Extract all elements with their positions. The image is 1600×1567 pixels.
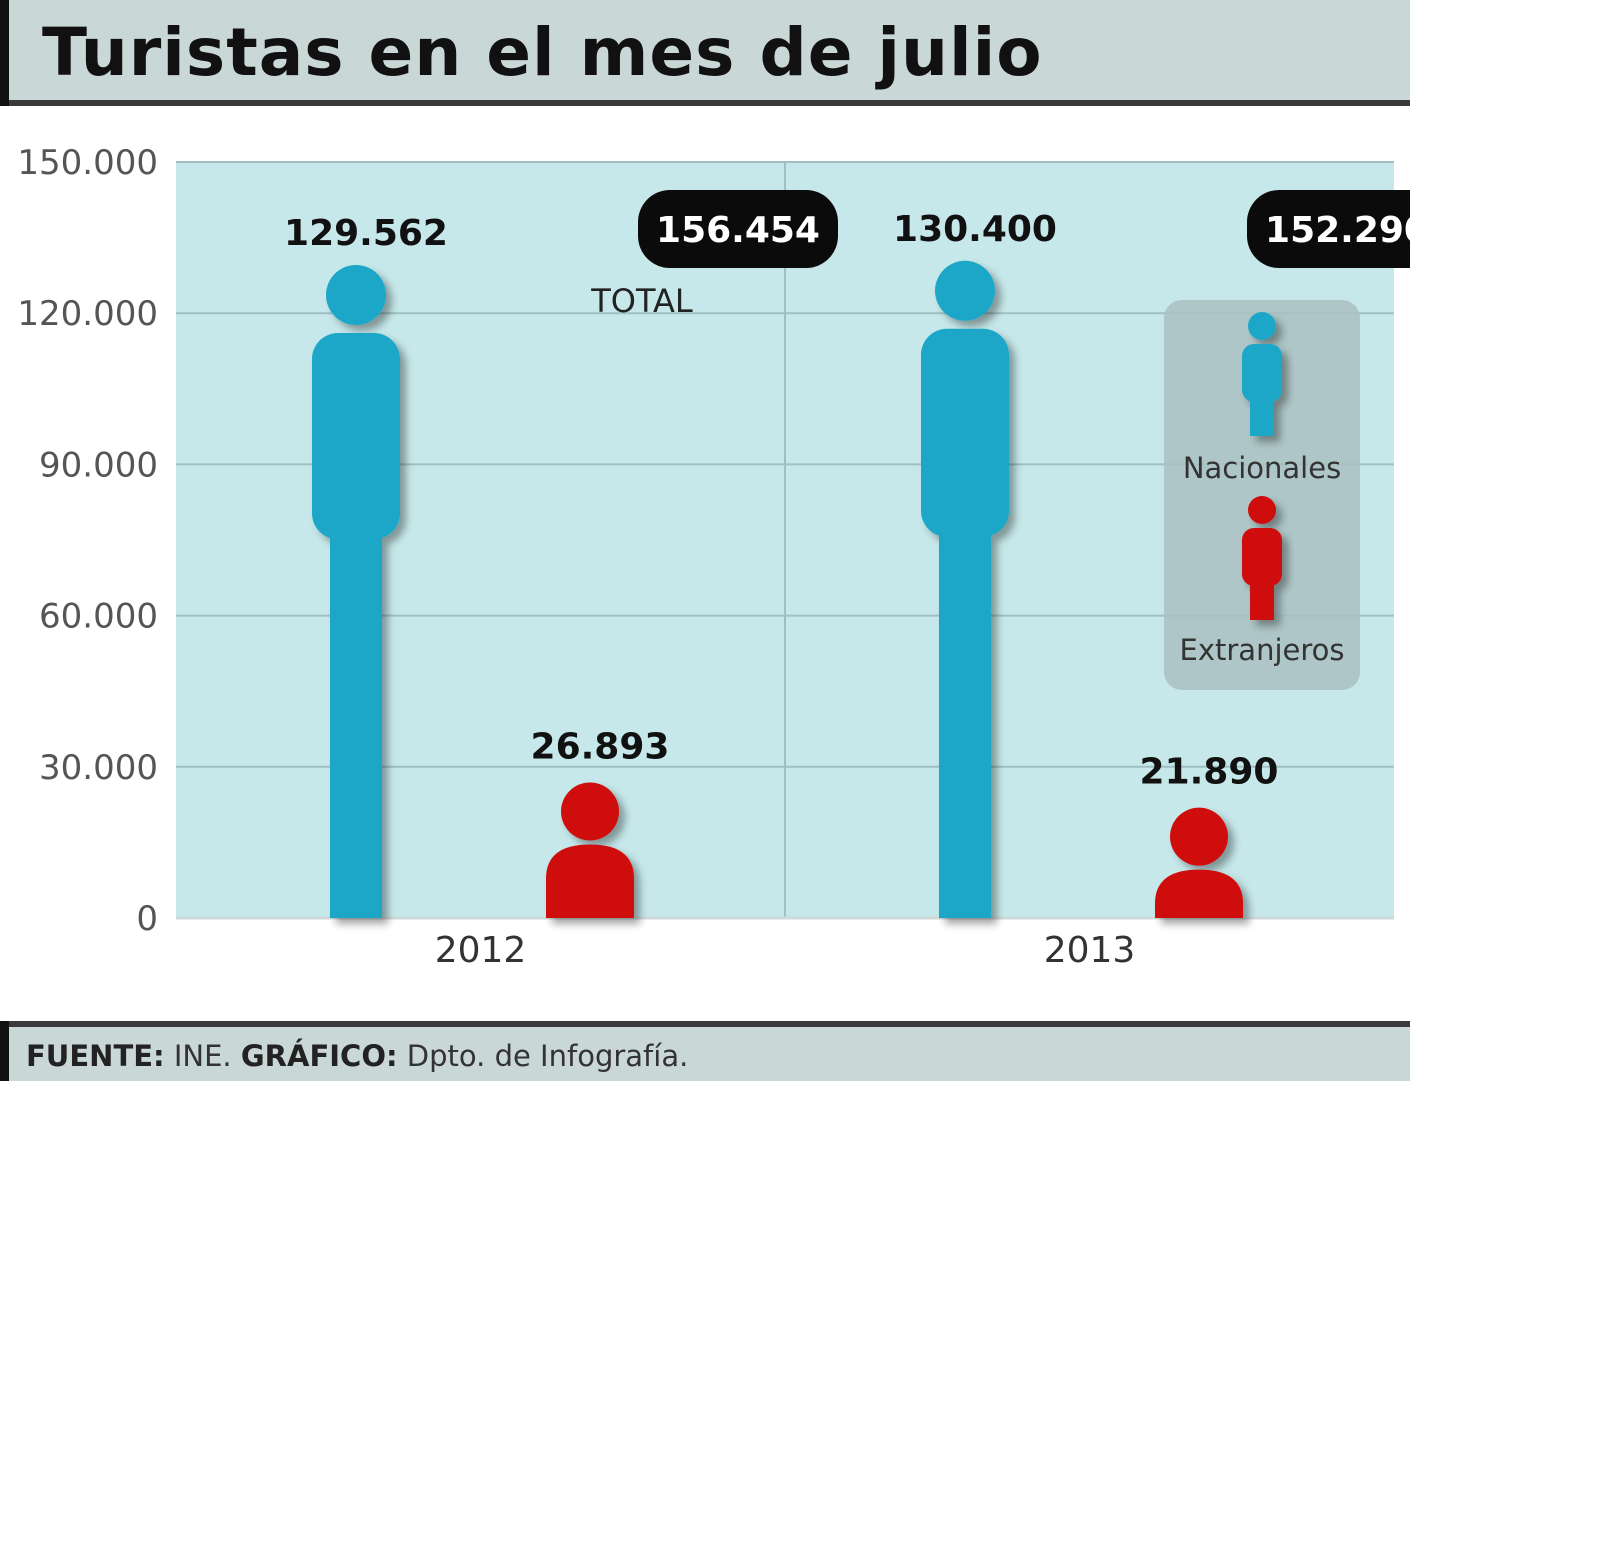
title-bar: Turistas en el mes de julio <box>0 0 1410 106</box>
x-tick-label: 2012 <box>435 930 527 971</box>
chart-area: 0 30.000 60.000 90.000 120.000 150.000 129.562… <box>17 143 1410 971</box>
person-icon <box>312 265 400 918</box>
legend-nacionales-label: Nacionales <box>1183 451 1341 485</box>
legend-extranjeros-icon <box>1242 496 1282 620</box>
total-caption: TOTAL <box>590 282 693 320</box>
person-icon <box>546 782 634 918</box>
legend-nacionales-icon <box>1242 312 1282 436</box>
source-value: INE. <box>164 1039 241 1073</box>
data-label-extranjeros: 26.893 <box>531 726 670 767</box>
person-icon <box>1155 807 1243 918</box>
y-tick-label: 120.000 <box>17 294 158 334</box>
source-label: FUENTE: <box>26 1039 165 1073</box>
legend-extranjeros-label: Extranjeros <box>1180 633 1345 667</box>
legend-box <box>1164 300 1360 690</box>
total-badge <box>1247 190 1410 268</box>
footer-accent <box>0 1021 9 1081</box>
data-label-extranjeros: 21.890 <box>1140 752 1279 793</box>
data-label-nacionales: 129.562 <box>284 213 448 254</box>
y-tick-label: 60.000 <box>39 597 158 637</box>
graphic-label: GRÁFICO: <box>240 1039 398 1073</box>
y-tick-label: 0 <box>136 899 158 939</box>
total-badge <box>638 190 838 268</box>
footer-bar: FUENTE: INE. GRÁFICO: Dpto. de Infografí… <box>0 1021 1410 1081</box>
person-icon <box>921 260 1009 918</box>
x-tick-label: 2013 <box>1044 930 1136 971</box>
y-tick-label: 90.000 <box>39 445 158 485</box>
graphic-value: Dpto. de Infografía. <box>397 1039 689 1073</box>
y-tick-label: 30.000 <box>39 748 158 788</box>
y-tick-label: 150.000 <box>17 143 158 183</box>
data-label-nacionales: 130.400 <box>893 209 1057 250</box>
title-accent <box>0 0 9 106</box>
total-value: 156.454 <box>656 210 820 251</box>
total-value: 152.290 <box>1265 210 1410 251</box>
footer-credit: FUENTE: INE. GRÁFICO: Dpto. de Infografí… <box>26 1039 688 1073</box>
chart-title: Turistas en el mes de julio <box>42 14 1043 91</box>
